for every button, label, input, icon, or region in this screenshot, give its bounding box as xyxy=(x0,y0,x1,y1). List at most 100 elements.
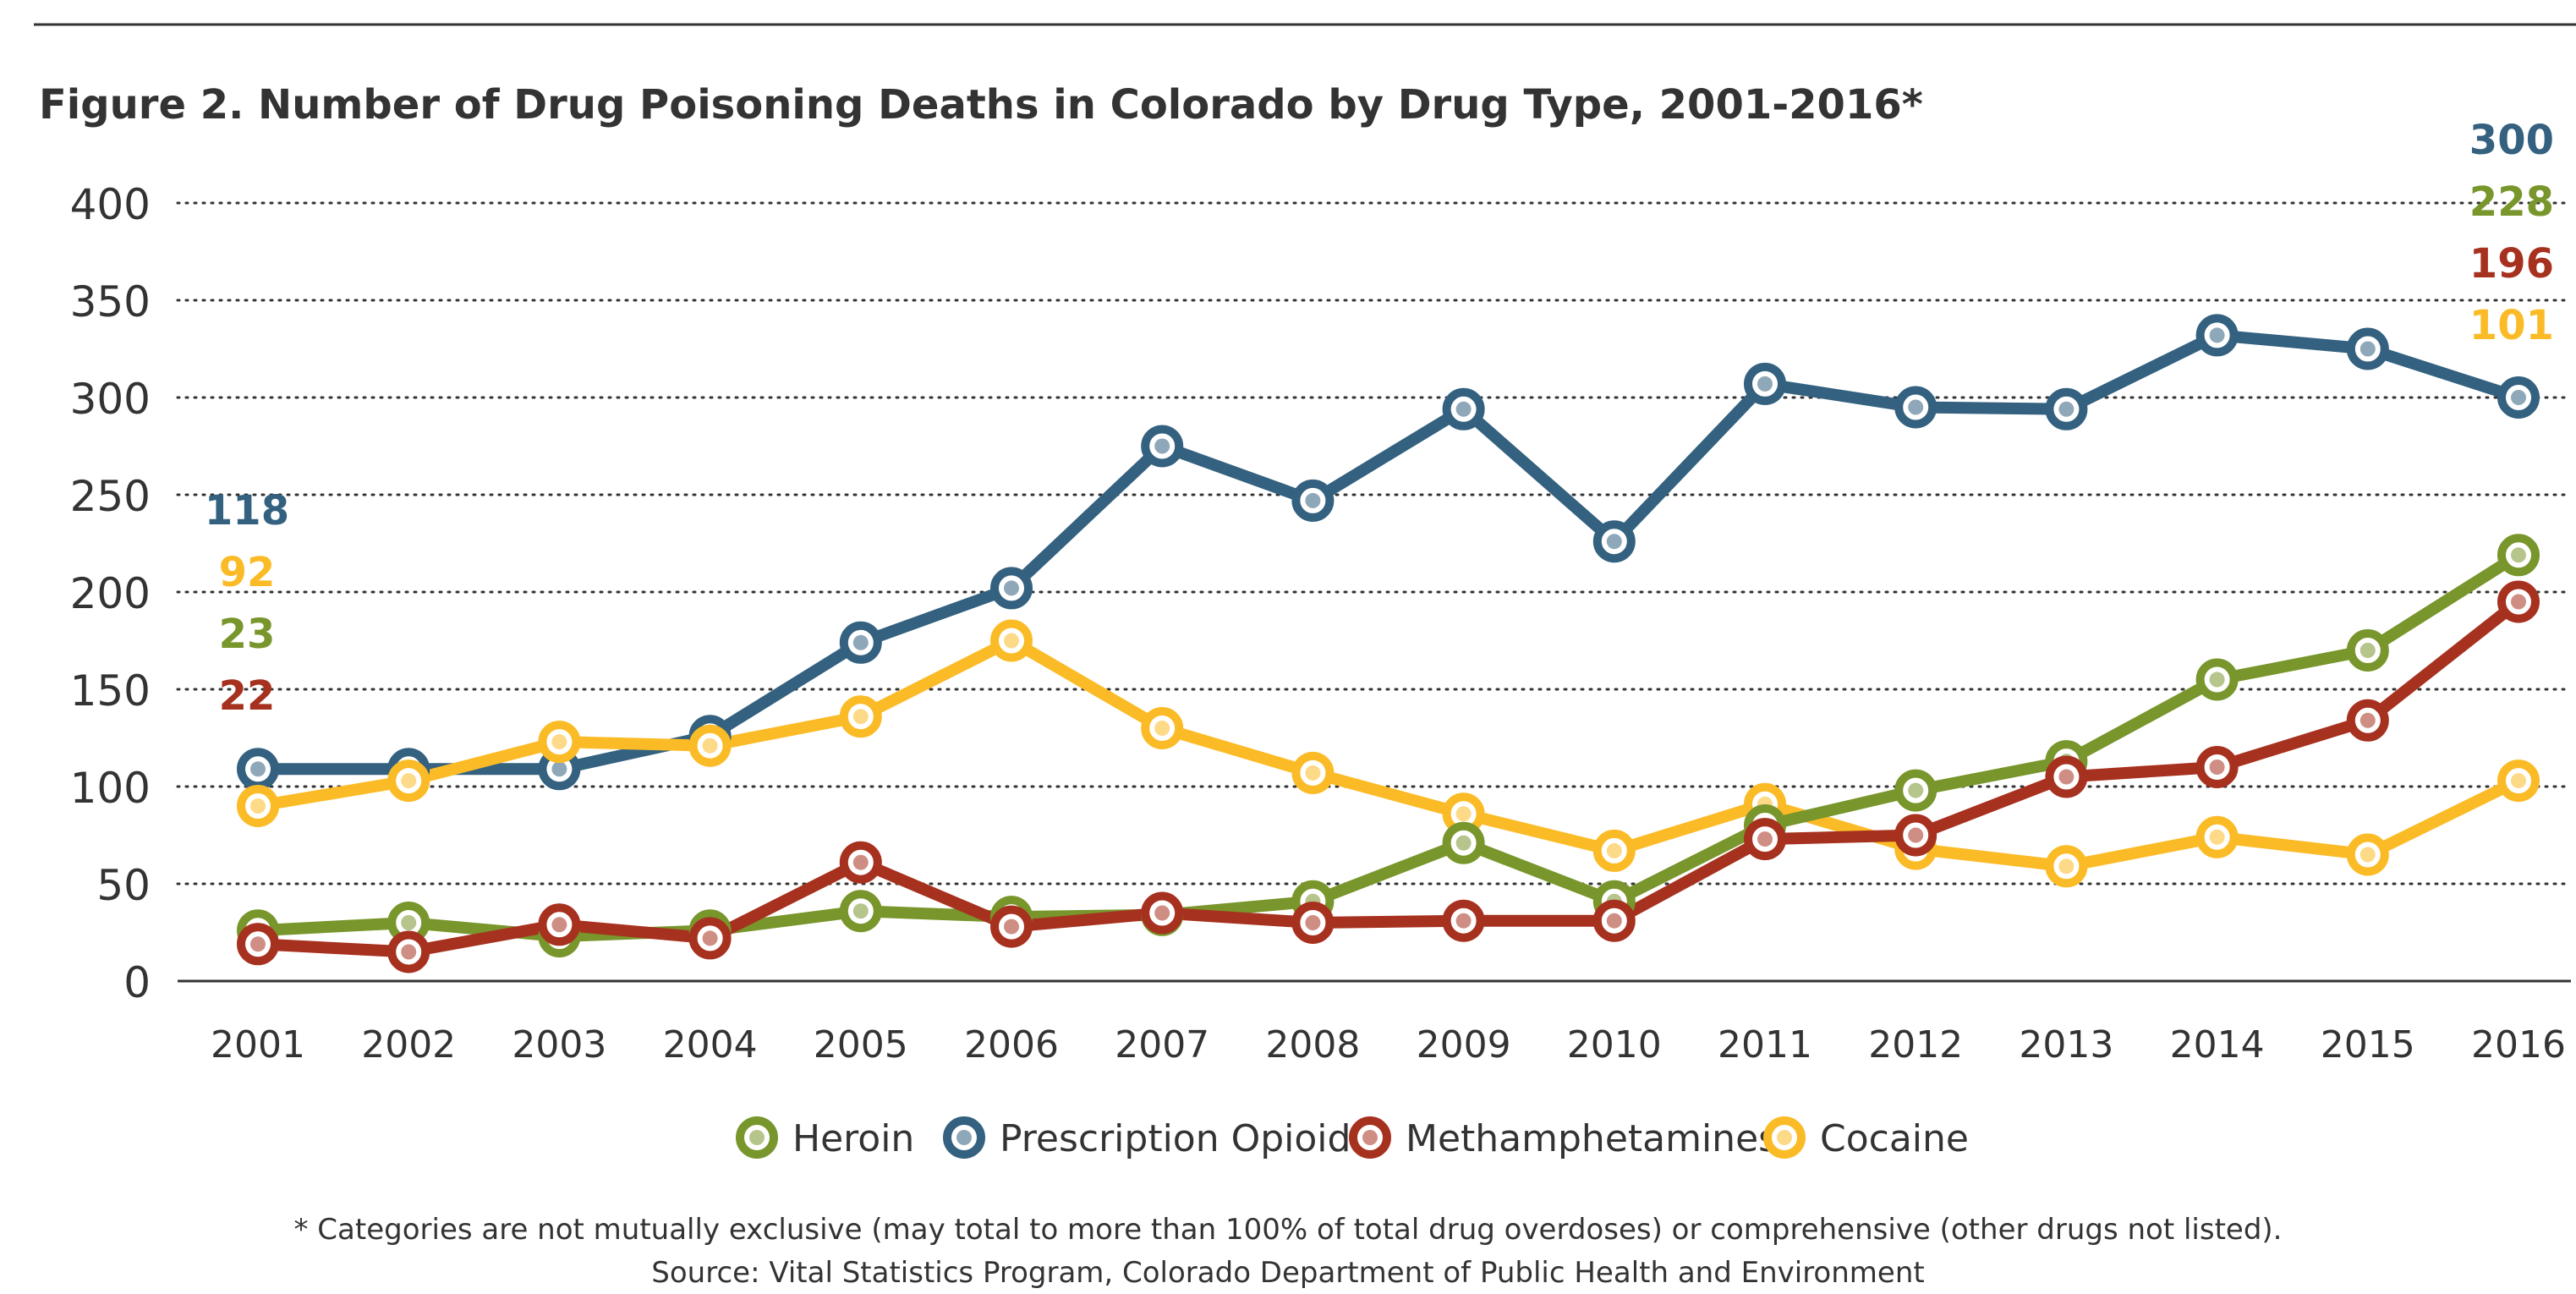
data-point-cocaine xyxy=(2195,815,2239,858)
data-point-cocaine xyxy=(387,759,430,803)
data-point-cocaine xyxy=(2346,833,2389,876)
data-point-heroin xyxy=(1442,821,1485,864)
series-line-prescription_opioids xyxy=(252,329,2524,776)
x-tick-label: 2001 xyxy=(211,1023,305,1066)
x-tick-label: 2007 xyxy=(1115,1023,1209,1066)
series-lines xyxy=(237,314,2540,973)
data-point-prescription_opioids xyxy=(1291,479,1335,522)
y-axis-ticks: 0 50 100 150 200 250 300 350 400 xyxy=(70,180,151,1007)
legend-label: Cocaine xyxy=(1820,1117,1969,1160)
series-line-methamphetamines xyxy=(252,595,2524,958)
start-label-prescription_opioids: 118 xyxy=(205,487,289,535)
data-point-prescription_opioids xyxy=(2346,327,2389,370)
data-point-heroin xyxy=(2346,629,2389,672)
data-point-methamphetamines xyxy=(839,841,882,884)
x-tick-label: 2015 xyxy=(2321,1023,2415,1066)
x-tick-label: 2002 xyxy=(361,1023,456,1066)
x-tick-label: 2009 xyxy=(1417,1023,1511,1066)
data-point-cocaine xyxy=(688,724,732,767)
data-labels: 118 92 23 22 300 228 196 101 xyxy=(205,117,2554,720)
y-tick-label: 350 xyxy=(70,277,151,326)
y-tick-label: 400 xyxy=(70,180,151,229)
data-point-methamphetamines xyxy=(2045,755,2088,798)
data-point-cocaine xyxy=(237,785,279,827)
x-tick-label: 2014 xyxy=(2170,1023,2265,1066)
y-tick-label: 250 xyxy=(70,472,151,521)
end-label-prescription_opioids: 300 xyxy=(2469,117,2554,164)
end-label-cocaine: 101 xyxy=(2469,302,2554,349)
data-point-methamphetamines xyxy=(1894,814,1937,857)
data-point-cocaine xyxy=(1592,829,1636,872)
series-line-cocaine xyxy=(252,634,2524,873)
data-point-cocaine xyxy=(1141,707,1184,749)
data-point-prescription_opioids xyxy=(1592,520,1636,563)
data-point-methamphetamines xyxy=(237,923,279,966)
x-tick-label: 2004 xyxy=(663,1023,758,1066)
start-label-heroin: 23 xyxy=(219,611,276,658)
data-point-prescription_opioids xyxy=(1442,387,1485,430)
data-point-prescription_opioids xyxy=(2195,314,2239,357)
data-point-prescription_opioids xyxy=(990,567,1033,610)
data-point-prescription_opioids xyxy=(1894,386,1937,429)
data-point-heroin xyxy=(839,890,882,933)
y-tick-label: 100 xyxy=(70,764,151,813)
data-point-methamphetamines xyxy=(1291,902,1335,944)
data-point-methamphetamines xyxy=(990,905,1033,948)
x-tick-label: 2016 xyxy=(2471,1023,2566,1066)
x-tick-label: 2008 xyxy=(1265,1023,1360,1066)
data-point-prescription_opioids xyxy=(1141,425,1184,468)
x-tick-label: 2005 xyxy=(814,1023,908,1066)
data-point-prescription_opioids xyxy=(1744,362,1786,405)
data-point-heroin xyxy=(2195,658,2239,701)
data-point-methamphetamines xyxy=(2497,580,2540,623)
data-point-methamphetamines xyxy=(1141,891,1184,935)
x-tick-label: 2006 xyxy=(964,1023,1059,1066)
data-point-heroin xyxy=(2497,534,2540,577)
legend-item-methamphetamines: Methamphetamines xyxy=(1349,1116,1778,1160)
legend-item-cocaine: Cocaine xyxy=(1763,1116,1969,1160)
legend-label: Prescription Opioids xyxy=(1000,1117,1370,1160)
end-label-heroin: 228 xyxy=(2469,178,2554,226)
data-point-methamphetamines xyxy=(1744,818,1786,861)
data-point-cocaine xyxy=(839,695,882,738)
x-tick-label: 2010 xyxy=(1567,1023,1662,1066)
data-point-prescription_opioids xyxy=(2045,387,2088,430)
x-axis-ticks: 2001 2002 2003 2004 2005 2006 2007 2008 2009 2010… xyxy=(211,1023,2566,1066)
start-label-cocaine: 92 xyxy=(219,549,276,596)
source-note: Source: Vital Statistics Program, Colora… xyxy=(651,1256,1924,1290)
legend-item-heroin: Heroin xyxy=(736,1116,914,1160)
footnote: * Categories are not mutually exclusive … xyxy=(294,1213,2283,1247)
data-point-prescription_opioids xyxy=(237,748,279,791)
data-point-cocaine xyxy=(2045,845,2088,888)
x-tick-label: 2011 xyxy=(1718,1023,1812,1066)
data-point-methamphetamines xyxy=(2346,699,2389,742)
y-tick-label: 300 xyxy=(70,375,151,424)
data-point-cocaine xyxy=(538,721,581,764)
data-point-methamphetamines xyxy=(1442,899,1485,942)
legend: Heroin Prescription Opioids Methamphetamin… xyxy=(736,1116,1969,1160)
x-tick-label: 2012 xyxy=(1868,1023,1963,1066)
data-point-prescription_opioids xyxy=(2497,376,2540,419)
data-point-methamphetamines xyxy=(1592,899,1636,942)
x-tick-label: 2003 xyxy=(512,1023,606,1066)
end-label-methamphetamines: 196 xyxy=(2469,240,2554,288)
gridlines xyxy=(176,201,2573,983)
data-point-heroin xyxy=(1894,769,1937,812)
y-tick-label: 0 xyxy=(123,958,151,1007)
y-tick-label: 200 xyxy=(70,569,151,618)
y-tick-label: 150 xyxy=(70,666,151,716)
legend-label: Heroin xyxy=(792,1117,914,1160)
legend-label: Methamphetamines xyxy=(1406,1117,1778,1160)
data-point-prescription_opioids xyxy=(839,621,882,664)
y-tick-label: 50 xyxy=(96,861,151,910)
data-point-methamphetamines xyxy=(538,903,581,946)
x-tick-label: 2013 xyxy=(2019,1023,2113,1066)
chart-title: Figure 2. Number of Drug Poisoning Death… xyxy=(39,81,1923,129)
data-point-methamphetamines xyxy=(688,917,732,960)
data-point-cocaine xyxy=(990,619,1033,662)
legend-item-prescription_opioids: Prescription Opioids xyxy=(943,1116,1370,1160)
data-point-cocaine xyxy=(1291,751,1335,794)
data-point-cocaine xyxy=(2497,759,2540,803)
